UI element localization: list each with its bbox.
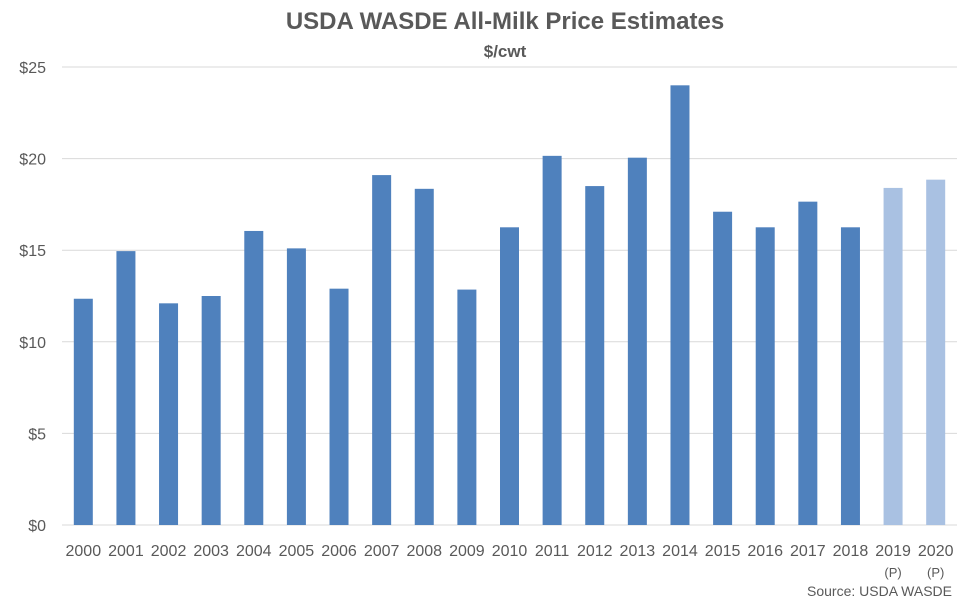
bar-2020 — [926, 179, 946, 525]
x-tick-label: 2006 — [321, 543, 357, 560]
bar-2006 — [329, 288, 349, 525]
x-tick-label: 2014 — [662, 543, 698, 560]
chart-subtitle: $/cwt — [483, 42, 527, 61]
bar-2005 — [286, 248, 306, 526]
x-tick-label: 2013 — [620, 543, 656, 560]
x-tick-label: 2019 — [875, 543, 911, 560]
bar-2017 — [798, 201, 818, 526]
y-tick-label: $25 — [19, 60, 46, 77]
bar-2010 — [500, 227, 519, 526]
x-tick-label: 2018 — [833, 543, 869, 560]
bars — [73, 85, 946, 526]
bar-2012 — [585, 186, 605, 525]
bar-2014 — [670, 85, 690, 525]
bar-2008 — [414, 188, 434, 525]
x-tick-note: (P) — [927, 565, 944, 580]
bar-2000 — [73, 298, 93, 525]
x-tick-label: 2010 — [492, 543, 528, 560]
bar-2011 — [542, 155, 562, 526]
y-tick-label: $20 — [19, 152, 46, 169]
x-tick-label: 2001 — [108, 543, 144, 560]
bar-2009 — [457, 289, 477, 525]
y-tick-label: $0 — [28, 518, 46, 535]
x-tick-note: (P) — [884, 565, 901, 580]
chart-title: USDA WASDE All-Milk Price Estimates — [285, 8, 725, 35]
x-tick-label: 2007 — [364, 543, 400, 560]
y-tick-label: $15 — [19, 243, 46, 260]
x-tick-label: 2020 — [918, 543, 954, 560]
x-tick-label: 2000 — [66, 543, 102, 560]
x-tick-label: 2017 — [790, 543, 826, 560]
x-tick-label: 2005 — [279, 543, 315, 560]
x-tick-label: 2004 — [236, 543, 272, 560]
y-axis-tick-labels: $0 $5 $10 $15 $20 $25 — [19, 60, 46, 535]
x-tick-label: 2002 — [151, 543, 187, 560]
bar-2015 — [713, 211, 733, 525]
x-tick-label: 2003 — [193, 543, 229, 560]
bar-2001 — [116, 251, 136, 525]
bar-2003 — [201, 296, 221, 525]
x-tick-label: 2011 — [535, 543, 570, 560]
x-tick-label: 2012 — [577, 543, 613, 560]
x-axis-tick-labels: 2000 2001 2002 2003 2004 2005 2006 2007 2008 2009… — [66, 543, 954, 580]
bar-2002 — [159, 303, 179, 525]
bar-2013 — [627, 157, 647, 525]
x-tick-label: 2015 — [705, 543, 741, 560]
bar-2004 — [244, 230, 264, 526]
y-tick-label: $5 — [28, 426, 46, 443]
x-tick-label: 2016 — [747, 543, 783, 560]
y-tick-label: $10 — [19, 335, 46, 352]
source-note: Source: USDA WASDE — [807, 583, 952, 599]
bar-2019 — [883, 187, 903, 526]
x-tick-label: 2008 — [406, 543, 442, 560]
bar-2016 — [755, 227, 775, 526]
x-tick-label: 2009 — [449, 543, 485, 560]
bar-2007 — [372, 175, 392, 525]
bar-2018 — [840, 227, 860, 526]
